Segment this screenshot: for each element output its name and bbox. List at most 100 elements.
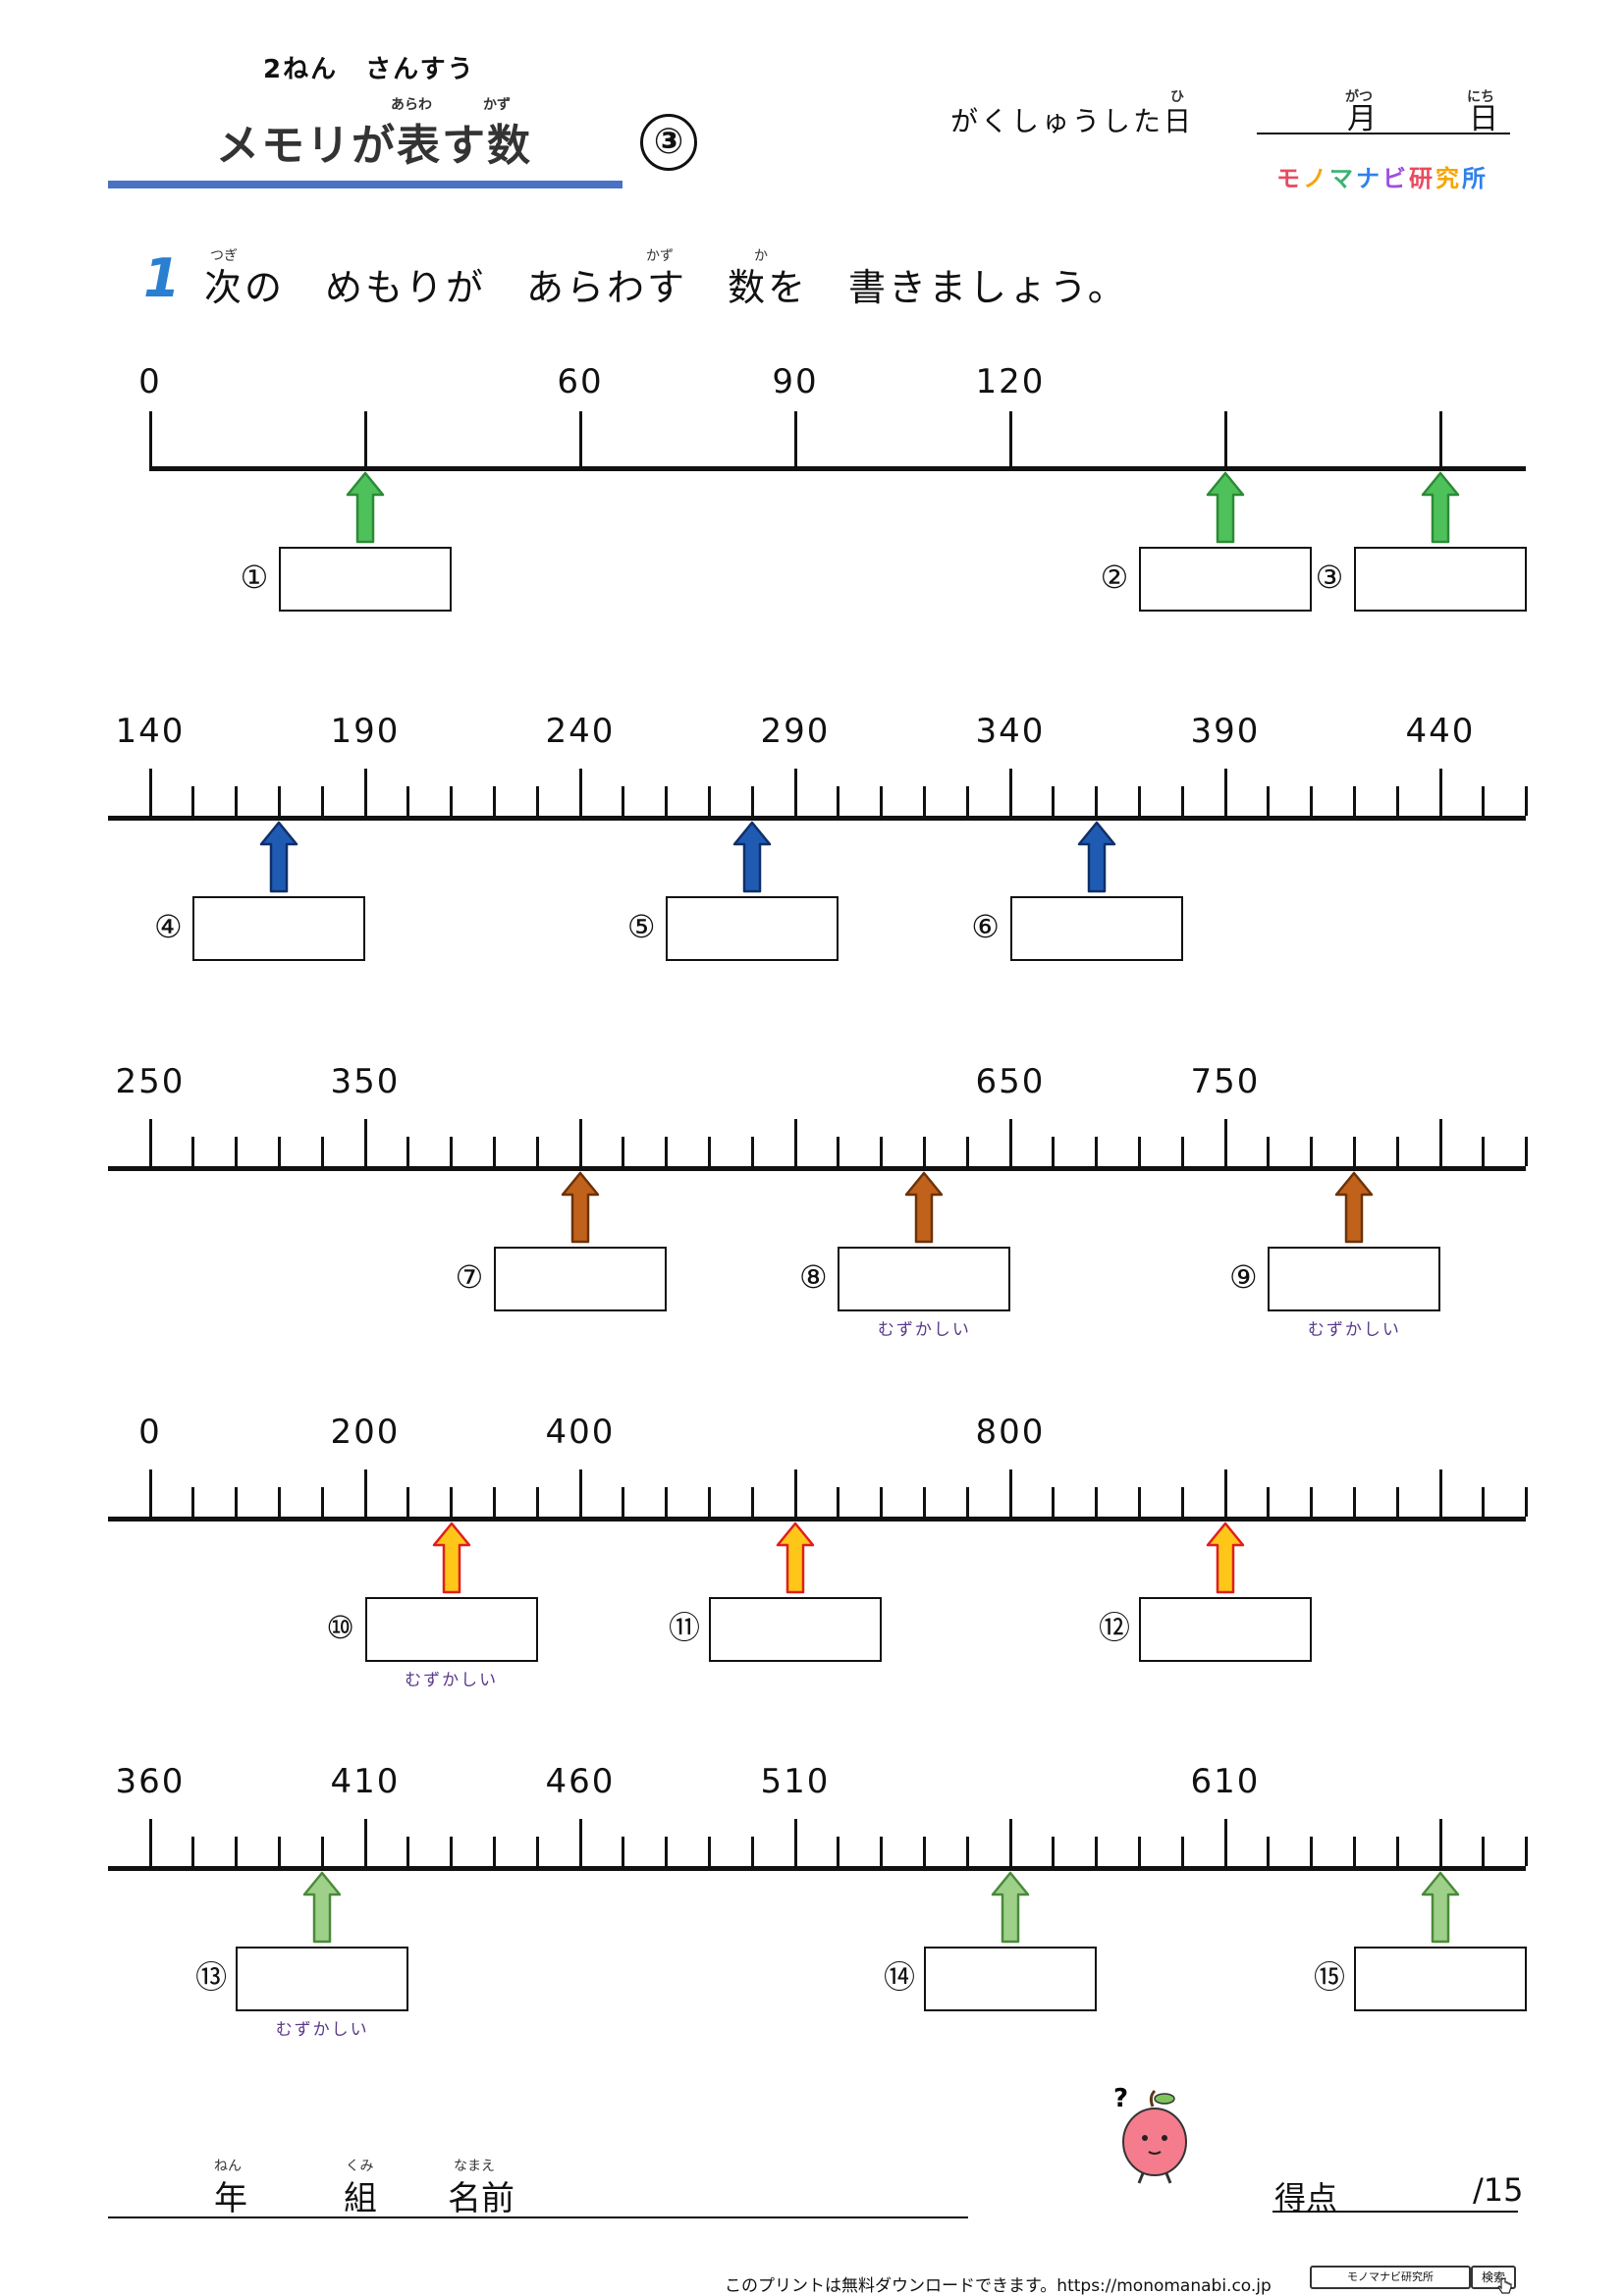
- answer-box[interactable]: [1354, 1947, 1527, 2011]
- pointer-arrow-icon: [905, 1171, 944, 1244]
- major-tick: [363, 1119, 367, 1166]
- question-number-badge: ④: [154, 908, 183, 945]
- pointer-arrow-icon: [302, 1871, 342, 1944]
- answer-box[interactable]: [924, 1947, 1097, 2011]
- minor-tick: [1310, 786, 1314, 816]
- year-ruby: ねん: [214, 2159, 242, 2174]
- answer-box[interactable]: [1354, 547, 1527, 612]
- minor-tick: [665, 1837, 669, 1866]
- answer-box[interactable]: [1139, 1597, 1312, 1662]
- minor-tick: [665, 1137, 669, 1166]
- minor-tick: [320, 1137, 324, 1166]
- sheet-number: ③: [640, 114, 697, 171]
- tick-label: 340: [975, 712, 1046, 751]
- tick-label: 440: [1405, 712, 1476, 751]
- class-label: 組: [344, 2179, 377, 2218]
- minor-tick: [922, 1137, 926, 1166]
- minor-tick: [191, 1837, 195, 1866]
- major-tick: [1008, 1119, 1012, 1166]
- score-total: /15: [1473, 2171, 1524, 2209]
- major-tick: [1008, 1469, 1012, 1517]
- question-number-badge: ②: [1100, 559, 1129, 596]
- minor-tick: [1180, 1137, 1184, 1166]
- tick-label: 460: [545, 1762, 616, 1801]
- minor-tick: [1525, 786, 1529, 816]
- question-ruby-ka: か: [754, 248, 768, 264]
- tick-label: 120: [975, 362, 1046, 401]
- major-tick: [1438, 411, 1442, 466]
- minor-tick: [837, 1487, 840, 1517]
- search-box: モノマナビ研究所: [1310, 2266, 1471, 2289]
- minor-tick: [922, 1487, 926, 1517]
- question-ruby-kazu: かず: [646, 248, 674, 264]
- tick-label: 240: [545, 712, 616, 751]
- answer-box[interactable]: [279, 547, 452, 612]
- answer-box[interactable]: [236, 1947, 409, 2011]
- minor-tick: [1395, 1837, 1399, 1866]
- cursor-hand-icon: [1497, 2277, 1512, 2294]
- minor-tick: [535, 1487, 539, 1517]
- brand-letter: ナ: [1356, 165, 1382, 192]
- answer-box[interactable]: [709, 1597, 882, 1662]
- minor-tick: [1137, 786, 1141, 816]
- answer-box[interactable]: [192, 896, 366, 961]
- score-label: 得点: [1274, 2179, 1338, 2216]
- minor-tick: [1180, 786, 1184, 816]
- tick-label: 400: [545, 1413, 616, 1452]
- difficulty-label: むずかしい: [877, 1320, 971, 1340]
- question-number-badge: ⑤: [626, 908, 656, 945]
- minor-tick: [1095, 1137, 1099, 1166]
- brand-letter: 所: [1462, 165, 1489, 192]
- minor-tick: [1525, 1837, 1529, 1866]
- minor-tick: [406, 786, 410, 816]
- pointer-arrow-icon: [1206, 471, 1245, 544]
- pointer-arrow-icon: [346, 471, 385, 544]
- minor-tick: [1395, 1487, 1399, 1517]
- minor-tick: [492, 1837, 496, 1866]
- minor-tick: [1482, 786, 1486, 816]
- minor-tick: [1137, 1487, 1141, 1517]
- minor-tick: [320, 1487, 324, 1517]
- pointer-arrow-icon: [260, 821, 298, 893]
- brand-letter: ノ: [1303, 165, 1329, 192]
- question-ruby-tsugi: つぎ: [210, 248, 238, 264]
- question-number-badge: ③: [1315, 559, 1344, 596]
- minor-tick: [1095, 1837, 1099, 1866]
- minor-tick: [277, 1487, 281, 1517]
- minor-tick: [1137, 1137, 1141, 1166]
- tick-label: 800: [975, 1413, 1046, 1452]
- answer-box[interactable]: [666, 896, 839, 961]
- minor-tick: [1137, 1837, 1141, 1866]
- minor-tick: [837, 786, 840, 816]
- answer-box[interactable]: [838, 1247, 1011, 1311]
- minor-tick: [1095, 786, 1099, 816]
- major-tick: [793, 1469, 797, 1517]
- major-tick: [1438, 1119, 1442, 1166]
- pointer-arrow-icon: [1077, 821, 1115, 893]
- major-tick: [148, 1819, 152, 1866]
- month-ruby: がつ: [1345, 89, 1373, 105]
- minor-tick: [1395, 1137, 1399, 1166]
- title-underline: [108, 181, 623, 188]
- major-tick: [148, 411, 152, 466]
- answer-box[interactable]: [1009, 896, 1183, 961]
- major-tick: [578, 769, 582, 816]
- year-label: 年: [214, 2179, 247, 2218]
- question-number-badge: ⑧: [799, 1258, 828, 1296]
- major-tick: [363, 1819, 367, 1866]
- tick-label: 250: [115, 1062, 186, 1101]
- minor-tick: [665, 786, 669, 816]
- page-title: メモリが表す数: [216, 121, 532, 171]
- day-label: 日: [1469, 102, 1498, 136]
- minor-tick: [535, 1837, 539, 1866]
- date-ruby: ひ: [1170, 89, 1184, 105]
- brand-letter: ビ: [1382, 165, 1409, 192]
- answer-box[interactable]: [1139, 547, 1312, 612]
- answer-box[interactable]: [1268, 1247, 1441, 1311]
- major-tick: [1223, 769, 1227, 816]
- answer-box[interactable]: [364, 1597, 538, 1662]
- answer-box[interactable]: [494, 1247, 667, 1311]
- brand-letter: マ: [1329, 165, 1356, 192]
- brand-letter: 研: [1409, 165, 1435, 192]
- minor-tick: [750, 1137, 754, 1166]
